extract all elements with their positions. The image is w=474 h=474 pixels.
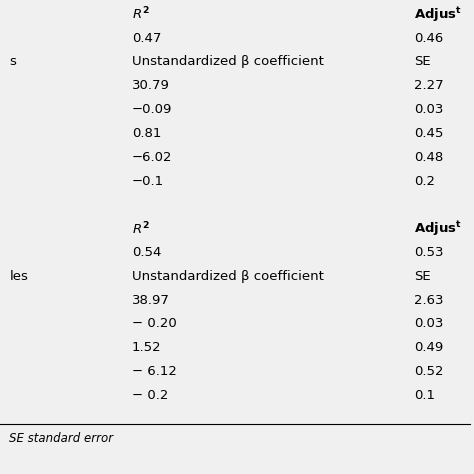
Text: 0.03: 0.03 — [414, 318, 443, 330]
Text: 2.63: 2.63 — [414, 293, 443, 307]
Text: $\mathbf{Adjus}^{\mathbf{t}}$: $\mathbf{Adjus}^{\mathbf{t}}$ — [414, 219, 462, 238]
Text: SE standard error: SE standard error — [9, 432, 114, 445]
Text: 0.81: 0.81 — [132, 127, 161, 140]
Text: 0.52: 0.52 — [414, 365, 443, 378]
Text: Unstandardized β coefficient: Unstandardized β coefficient — [132, 55, 324, 68]
Text: $\mathit{R}^{\mathbf{2}}$: $\mathit{R}^{\mathbf{2}}$ — [132, 6, 149, 23]
Text: 0.46: 0.46 — [414, 32, 443, 45]
Text: 1.52: 1.52 — [132, 341, 161, 354]
Text: $\mathbf{Adjus}^{\mathbf{t}}$: $\mathbf{Adjus}^{\mathbf{t}}$ — [414, 5, 462, 24]
Text: −6.02: −6.02 — [132, 151, 172, 164]
Text: SE: SE — [414, 55, 430, 68]
Text: 2.27: 2.27 — [414, 79, 443, 92]
Text: 0.48: 0.48 — [414, 151, 443, 164]
Text: 0.47: 0.47 — [132, 32, 161, 45]
Text: − 0.2: − 0.2 — [132, 389, 168, 402]
Text: Unstandardized β coefficient: Unstandardized β coefficient — [132, 270, 324, 283]
Text: les: les — [9, 270, 28, 283]
Text: 30.79: 30.79 — [132, 79, 170, 92]
Text: $\mathit{R}^{\mathbf{2}}$: $\mathit{R}^{\mathbf{2}}$ — [132, 220, 149, 237]
Text: 0.49: 0.49 — [414, 341, 443, 354]
Text: −0.1: −0.1 — [132, 174, 164, 188]
Text: SE: SE — [414, 270, 430, 283]
Text: s: s — [9, 55, 16, 68]
Text: 0.45: 0.45 — [414, 127, 443, 140]
Text: 0.03: 0.03 — [414, 103, 443, 116]
Text: 0.2: 0.2 — [414, 174, 435, 188]
Text: 0.54: 0.54 — [132, 246, 161, 259]
Text: − 0.20: − 0.20 — [132, 318, 176, 330]
Text: − 6.12: − 6.12 — [132, 365, 176, 378]
Text: −0.09: −0.09 — [132, 103, 172, 116]
Text: 0.53: 0.53 — [414, 246, 443, 259]
Text: 38.97: 38.97 — [132, 293, 170, 307]
Text: 0.1: 0.1 — [414, 389, 435, 402]
